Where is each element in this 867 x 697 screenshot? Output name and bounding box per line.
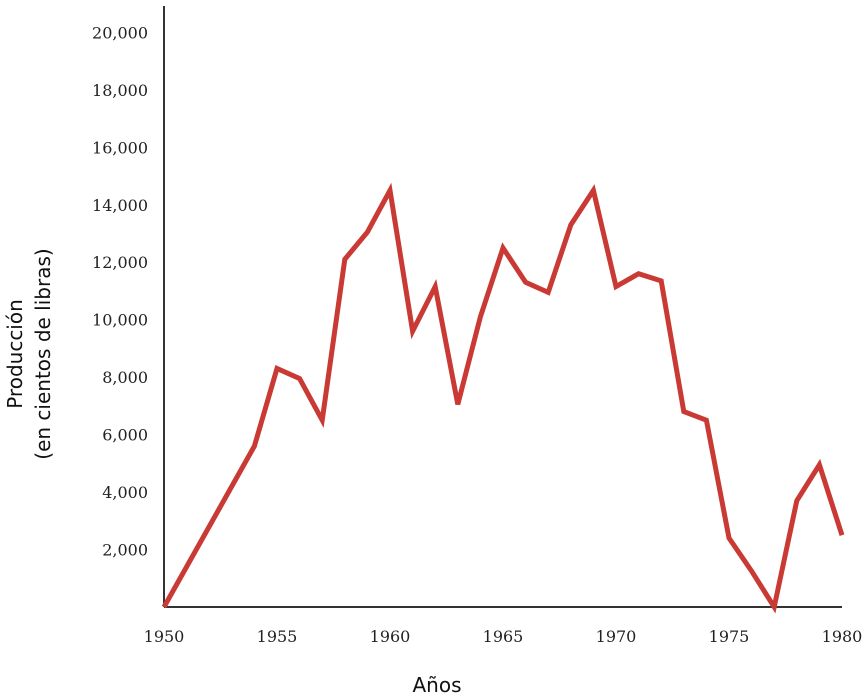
x-tick-label: 1965 (483, 627, 524, 646)
x-tick-label: 1970 (596, 627, 637, 646)
y-tick-label: 14,000 (92, 196, 148, 215)
y-tick-label: 4,000 (102, 483, 148, 502)
y-axis-title-line2: (en cientos de libras) (31, 248, 55, 459)
y-axis-title-line1: Producción (3, 299, 27, 409)
y-axis-ticks: 2,000 4,000 6,000 8,000 10,000 12,000 14,000 16… (92, 23, 148, 559)
x-tick-label: 1980 (822, 627, 863, 646)
y-tick-label: 6,000 (102, 426, 148, 445)
y-tick-label: 2,000 (102, 541, 148, 560)
x-tick-label: 1950 (144, 627, 185, 646)
y-tick-label: 8,000 (102, 368, 148, 387)
x-tick-label: 1955 (257, 627, 298, 646)
y-tick-label: 12,000 (92, 253, 148, 272)
x-axis-ticks: 1950 1955 1960 1965 1970 1975 1980 (144, 627, 863, 646)
x-tick-label: 1960 (370, 627, 411, 646)
series-layer (164, 190, 842, 607)
y-tick-label: 16,000 (92, 138, 148, 157)
series-line (164, 190, 842, 607)
y-tick-label: 20,000 (92, 23, 148, 42)
y-tick-label: 18,000 (92, 81, 148, 100)
y-tick-label: 10,000 (92, 311, 148, 330)
x-axis-title: Años (412, 673, 461, 697)
x-tick-label: 1975 (709, 627, 750, 646)
